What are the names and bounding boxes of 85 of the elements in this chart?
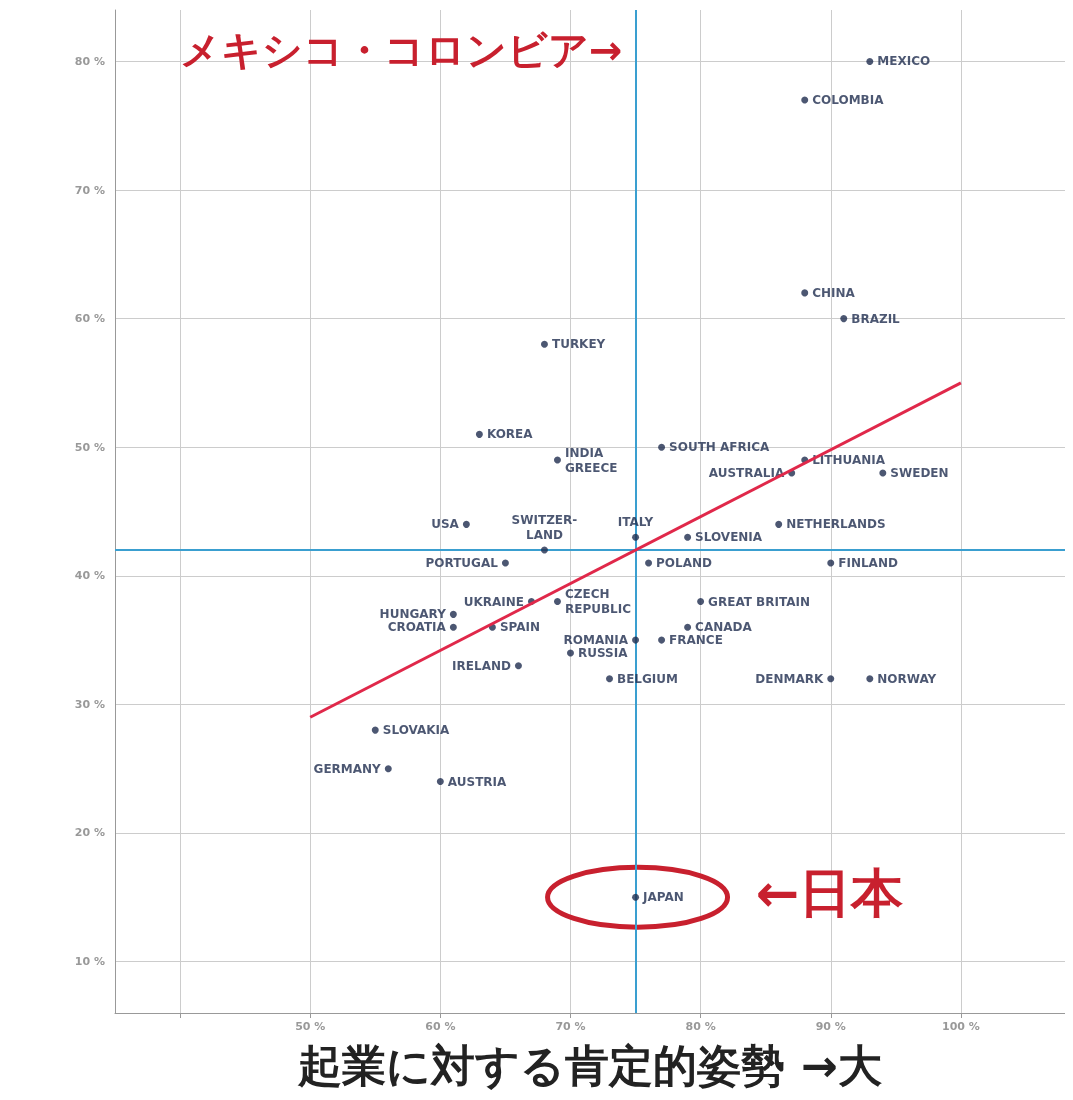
- point: [827, 675, 835, 683]
- data-label: LITHUANIA: [812, 453, 886, 468]
- point: [514, 662, 522, 670]
- point: [632, 893, 640, 901]
- point: [840, 315, 848, 323]
- data-label: AUSTRIA: [447, 774, 508, 789]
- point: [684, 623, 692, 631]
- point: [827, 559, 835, 567]
- point: [462, 520, 470, 528]
- data-label: TURKEY: [551, 337, 606, 352]
- data-label: IRELAND: [452, 658, 511, 673]
- data-label: NETHERLANDS: [786, 517, 886, 532]
- x-tick-label: 50 %: [295, 1020, 326, 1033]
- data-label: UKRAINE: [463, 594, 524, 609]
- data-label: GERMANY: [313, 761, 382, 776]
- data-label: SWEDEN: [890, 465, 949, 480]
- x-tick-label: 60 %: [425, 1020, 456, 1033]
- point: [449, 623, 457, 631]
- point: [645, 559, 653, 567]
- data-label: AUSTRALIA: [708, 465, 785, 480]
- data-label: CROATIA: [387, 620, 447, 635]
- point: [606, 675, 614, 683]
- point: [775, 520, 783, 528]
- x-tick-label: 70 %: [555, 1020, 586, 1033]
- data-label: SWITZER- LAND: [511, 513, 578, 543]
- data-label: JAPAN: [642, 890, 684, 905]
- data-label: NORWAY: [877, 671, 937, 686]
- point: [866, 57, 874, 65]
- data-label: HUNGARY: [379, 607, 447, 622]
- point: [801, 289, 809, 297]
- point: [384, 765, 392, 773]
- point: [553, 456, 561, 464]
- point: [449, 610, 457, 618]
- data-label: PORTUGAL: [425, 555, 499, 570]
- y-tick-label: 50 %: [74, 440, 105, 454]
- point: [553, 598, 561, 606]
- data-label: SOUTH AFRICA: [669, 440, 771, 455]
- data-label: BRAZIL: [851, 311, 901, 326]
- annotation: ←日本: [755, 863, 904, 924]
- point: [632, 636, 640, 644]
- data-label: GREAT BRITAIN: [708, 594, 811, 609]
- data-label: MEXICO: [877, 54, 931, 69]
- data-label: RUSSIA: [577, 645, 629, 660]
- point: [866, 675, 874, 683]
- data-label: ROMANIA: [563, 633, 629, 648]
- data-label: SPAIN: [499, 620, 541, 635]
- point: [436, 778, 444, 786]
- y-tick-label: 10 %: [74, 955, 105, 969]
- point: [632, 533, 640, 541]
- point: [566, 649, 574, 657]
- x-tick-label: 100 %: [941, 1020, 980, 1033]
- point: [879, 469, 887, 477]
- point: [684, 533, 692, 541]
- data-label: FINLAND: [838, 555, 898, 570]
- y-tick-label: 80 %: [74, 54, 105, 68]
- point: [658, 636, 666, 644]
- point: [658, 443, 666, 451]
- y-tick-label: 70 %: [74, 183, 105, 197]
- y-tick-label: 60 %: [74, 312, 105, 326]
- data-label: KOREA: [486, 427, 534, 442]
- data-label: CANADA: [695, 620, 753, 635]
- data-label: INDIA GREECE: [564, 445, 618, 475]
- data-label: CZECH REPUBLIC: [564, 587, 632, 617]
- point: [801, 96, 809, 104]
- x-tick-label: 90 %: [815, 1020, 846, 1033]
- data-label: SLOVAKIA: [382, 723, 451, 738]
- point: [540, 340, 548, 348]
- point: [540, 546, 548, 554]
- data-label: POLAND: [656, 555, 713, 570]
- point: [501, 559, 509, 567]
- data-label: CHINA: [812, 285, 856, 300]
- y-tick-label: 30 %: [74, 697, 105, 711]
- data-label: FRANCE: [669, 633, 723, 648]
- data-label: COLOMBIA: [812, 93, 885, 108]
- data-label: USA: [431, 517, 460, 532]
- point: [371, 726, 379, 734]
- point: [475, 430, 483, 438]
- x-tick-label: 80 %: [685, 1020, 716, 1033]
- point: [697, 598, 705, 606]
- annotation: メキシコ・コロンビア→: [180, 27, 623, 73]
- y-tick-label: 40 %: [74, 569, 105, 583]
- x-axis-title: 起業に対する肯定的姿勢 →大: [297, 1039, 882, 1091]
- data-label: SLOVENIA: [695, 530, 763, 545]
- data-label: DENMARK: [755, 671, 824, 686]
- y-tick-label: 20 %: [74, 826, 105, 840]
